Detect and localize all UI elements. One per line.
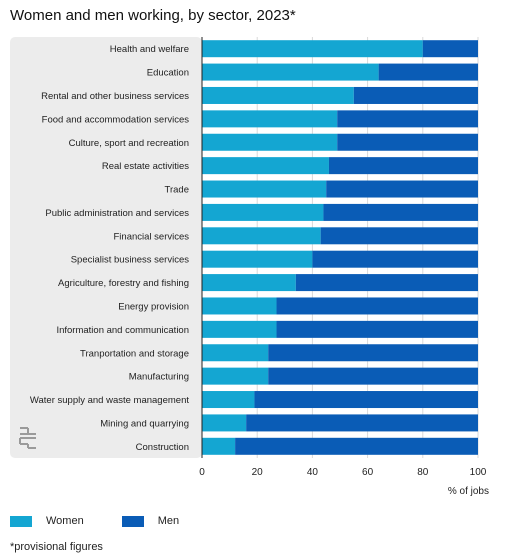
x-tick-label: 60: [362, 467, 374, 478]
bar-women: [202, 437, 236, 455]
category-label: Financial services: [114, 231, 190, 242]
bar-men: [326, 180, 478, 198]
bar-women: [202, 297, 277, 315]
x-axis-ticks: 0 20 40 60 80 100: [199, 467, 487, 478]
x-tick-label: 0: [199, 467, 205, 478]
x-tick-label: 20: [252, 467, 264, 478]
x-axis-label: % of jobs: [447, 486, 489, 497]
x-tick-label: 80: [417, 467, 429, 478]
bar-women: [202, 274, 296, 292]
bar-women: [202, 63, 379, 81]
legend-item-women: Women: [10, 515, 84, 527]
legend: Women Men: [10, 515, 217, 527]
category-label: Trade: [165, 185, 189, 196]
category-label: Rental and other business services: [41, 91, 189, 102]
bar-men: [422, 40, 478, 58]
bar-men: [276, 320, 478, 338]
category-label: Public administration and services: [45, 208, 189, 219]
legend-label-men: Men: [157, 515, 180, 527]
bar-men: [328, 157, 478, 175]
legend-item-men: Men: [121, 515, 180, 527]
bar-men: [378, 63, 478, 81]
category-label: Tranportation and storage: [80, 348, 189, 359]
grid-lines: [256, 37, 479, 458]
category-label: Education: [147, 68, 189, 79]
bar-men: [353, 86, 478, 104]
bars: [202, 40, 478, 455]
bar-men: [254, 391, 478, 409]
category-label: Water supply and waste management: [30, 395, 189, 406]
bar-women: [202, 203, 324, 221]
category-label: Food and accommodation services: [42, 114, 190, 125]
bar-men: [323, 203, 478, 221]
bar-women: [202, 391, 255, 409]
bar-men: [246, 414, 478, 432]
bar-men: [312, 250, 478, 268]
chart-title: Women and men working, by sector, 2023*: [10, 7, 296, 24]
category-label: Information and communication: [56, 325, 189, 336]
bar-women: [202, 414, 247, 432]
bar-men: [268, 367, 478, 385]
bar-women: [202, 320, 277, 338]
category-label: Energy provision: [118, 301, 189, 312]
bar-women: [202, 180, 327, 198]
bar-women: [202, 133, 338, 151]
bar-women: [202, 157, 329, 175]
bar-women: [202, 250, 313, 268]
bar-men: [320, 227, 478, 245]
x-tick-label: 100: [470, 467, 487, 478]
x-tick-label: 40: [307, 467, 319, 478]
category-label: Mining and quarrying: [100, 418, 189, 429]
category-label: Manufacturing: [129, 372, 189, 383]
bar-women: [202, 227, 321, 245]
bar-men: [295, 274, 478, 292]
category-label: Culture, sport and recreation: [69, 138, 189, 149]
category-label-panel: [10, 37, 202, 458]
cbs-logo-icon: [17, 425, 39, 454]
bar-women: [202, 344, 269, 362]
category-label: Agriculture, forestry and fishing: [58, 278, 189, 289]
bar-men: [235, 437, 478, 455]
bar-men: [337, 133, 478, 151]
bar-men: [337, 110, 478, 128]
legend-label-women: Women: [46, 515, 84, 527]
bar-women: [202, 40, 423, 58]
category-labels: Health and welfare Education Rental and ot…: [30, 44, 189, 453]
category-label: Construction: [136, 442, 189, 453]
legend-swatch-women: [10, 515, 32, 527]
bar-women: [202, 86, 354, 104]
footnote: *provisional figures: [10, 541, 103, 553]
bar-men: [276, 297, 478, 315]
bar-women: [202, 367, 269, 385]
bar-women: [202, 110, 338, 128]
category-label: Real estate activities: [102, 161, 189, 172]
bar-men: [268, 344, 478, 362]
category-label: Health and welfare: [110, 44, 189, 55]
legend-swatch-men: [121, 515, 144, 527]
category-label: Specialist business services: [71, 255, 190, 266]
